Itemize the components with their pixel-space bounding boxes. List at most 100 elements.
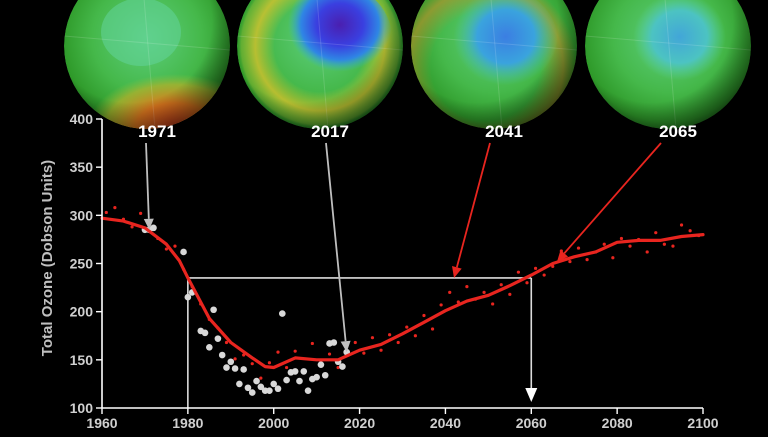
model-point — [576, 246, 581, 250]
y-tick-label: 100 — [70, 400, 94, 416]
callout-2065 — [557, 142, 662, 262]
model-point — [379, 348, 383, 352]
x-tick-label: 2080 — [602, 415, 633, 431]
x-tick-label: 2020 — [344, 415, 375, 431]
observed-point — [201, 329, 209, 337]
model-point — [508, 292, 512, 296]
observed-point — [304, 387, 312, 394]
model-point — [327, 352, 332, 356]
y-axis-label: Total Ozone (Dobson Units) — [39, 160, 56, 356]
globe-callout-arrows — [143, 142, 662, 353]
observed-point — [218, 351, 226, 359]
observed-point — [274, 385, 282, 393]
model-point — [267, 361, 272, 365]
y-tick-label: 350 — [70, 159, 94, 175]
globe-2041 — [411, 0, 577, 129]
observed-point — [321, 371, 329, 379]
model-point — [259, 376, 263, 380]
chart-axes: 100 150 200 250 300 350 400 1960 1980 2000 2020 204… — [70, 111, 719, 431]
model-point — [448, 290, 452, 294]
model-point — [388, 333, 392, 337]
model-point — [619, 236, 624, 241]
observed-point — [231, 365, 239, 372]
x-tick-label: 2100 — [687, 415, 718, 431]
observed-point — [227, 358, 235, 366]
observed-point — [296, 377, 303, 385]
globe-2017 — [237, 0, 403, 129]
model-point — [405, 325, 409, 329]
model-point — [130, 225, 134, 229]
model-point — [276, 350, 280, 354]
y-tick-label: 400 — [70, 111, 94, 127]
y-tick-label: 200 — [70, 304, 94, 320]
model-point — [516, 270, 521, 274]
model-point — [336, 365, 340, 370]
callout-arrowhead — [557, 250, 569, 262]
model-point — [139, 211, 143, 216]
callout-line — [563, 142, 662, 254]
model-point — [611, 256, 615, 260]
globe-shading — [237, 0, 403, 129]
model-point — [628, 244, 632, 248]
observed-point — [270, 380, 278, 388]
model-point — [370, 336, 375, 340]
model-point — [164, 247, 168, 251]
callout-1971 — [143, 142, 154, 230]
observed-point — [180, 248, 187, 256]
model-point — [396, 340, 400, 345]
model-point — [525, 281, 529, 285]
observed-point — [150, 224, 157, 232]
observed-point — [214, 335, 222, 342]
observed-point — [283, 376, 290, 384]
model-point — [585, 258, 589, 262]
model-point — [310, 341, 314, 346]
model-point — [430, 327, 435, 331]
globe-year-label: 1971 — [138, 122, 176, 141]
globe-year-label: 2041 — [485, 122, 523, 141]
model-point — [233, 357, 237, 361]
reference-down-arrow — [525, 388, 538, 402]
observed-point — [210, 306, 217, 314]
model-point — [542, 273, 546, 277]
model-point — [353, 340, 357, 345]
observed-point — [244, 384, 252, 392]
model-point — [568, 259, 572, 264]
model-point — [224, 340, 229, 345]
model-point — [654, 231, 658, 235]
callout-arrowhead — [452, 266, 462, 278]
model-point — [688, 229, 692, 233]
model-point — [465, 285, 469, 289]
observed-point — [330, 339, 338, 346]
observed-point — [257, 383, 265, 391]
callout-arrowhead — [340, 340, 351, 353]
observed-point — [240, 366, 247, 373]
model-point — [413, 334, 417, 338]
globe-shading — [411, 0, 577, 129]
model-point — [645, 250, 649, 254]
x-tick-label: 1960 — [86, 415, 117, 431]
globe-year-label: 2017 — [311, 122, 349, 141]
x-tick-label: 2060 — [516, 415, 547, 431]
observed-point — [300, 368, 308, 375]
y-tick-label: 250 — [70, 256, 94, 272]
observed-point — [236, 380, 243, 388]
trend-line — [100, 216, 705, 370]
model-point — [250, 362, 254, 366]
observed-point — [184, 293, 192, 301]
model-point — [499, 283, 503, 287]
observed-point — [339, 363, 346, 370]
model-point — [293, 349, 297, 353]
callout-line — [325, 142, 347, 342]
observed-point — [206, 344, 213, 351]
y-tick-label: 300 — [70, 207, 94, 223]
x-tick-label: 2000 — [258, 415, 289, 431]
observed-point — [317, 361, 325, 368]
globe-year-label: 2065 — [659, 122, 697, 141]
observed-point — [253, 377, 260, 385]
globe-shading — [585, 0, 751, 129]
callout-line — [455, 142, 491, 268]
model-point — [602, 242, 606, 246]
callout-line — [145, 142, 150, 219]
